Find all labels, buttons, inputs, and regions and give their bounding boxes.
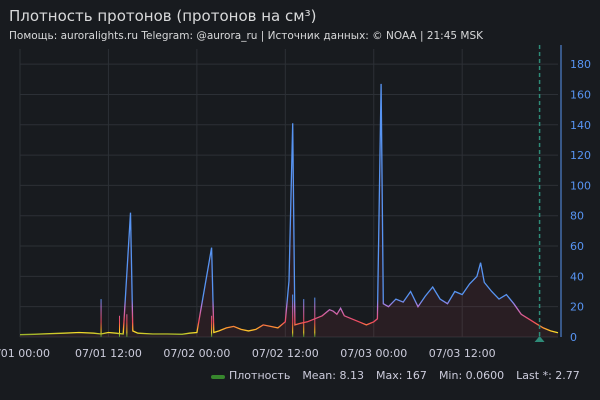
x-tick-label: 07/02 00:00 — [163, 347, 230, 360]
y-tick-label: 160 — [570, 88, 591, 101]
legend-entry[interactable]: Плотность — [211, 369, 290, 382]
legend-swatch — [211, 375, 225, 379]
legend-max: Max: 167 — [375, 369, 427, 382]
series-area — [20, 83, 558, 338]
y-tick-label: 100 — [570, 179, 591, 192]
y-tick-label: 20 — [570, 301, 584, 314]
grid — [19, 49, 558, 338]
now-marker-triangle[interactable] — [534, 336, 545, 342]
x-axis: 7/01 00:00 07/01 12:00 07/02 00:00 07/02 12… — [0, 347, 496, 360]
y-tick-label: 80 — [570, 210, 584, 223]
x-tick-label: 07/02 12:00 — [252, 347, 319, 360]
series-group — [19, 83, 559, 338]
y-tick-label: 60 — [570, 240, 584, 253]
now-marker — [534, 45, 545, 342]
y-tick-label: 140 — [570, 119, 591, 132]
legend-mean: Mean: 8.13 — [302, 369, 364, 382]
x-tick-label: 07/03 12:00 — [429, 347, 496, 360]
x-tick-label: 07/03 00:00 — [340, 347, 407, 360]
legend-last: Last *: 2.77 — [516, 369, 580, 382]
y-tick-label: 180 — [570, 58, 591, 71]
legend[interactable]: Плотность Mean: 8.13 Max: 167 Min: 0.060… — [211, 369, 580, 382]
y-axis: 0 20 40 60 80 100 120 140 160 180 — [560, 45, 591, 344]
y-tick-label: 0 — [570, 331, 577, 344]
chart-subtitle: Помощь: auroralights.ru Telegram: @auror… — [9, 30, 484, 42]
series-line — [19, 83, 559, 336]
y-tick-label: 120 — [570, 149, 591, 162]
legend-min: Min: 0.0600 — [438, 369, 505, 382]
x-tick-label: 7/01 00:00 — [0, 347, 50, 360]
x-tick-label: 07/01 12:00 — [75, 347, 142, 360]
chart-title: Плотность протонов (протонов на см³) — [9, 7, 317, 25]
legend-series-label: Плотность — [229, 369, 291, 382]
y-tick-label: 40 — [570, 270, 584, 283]
